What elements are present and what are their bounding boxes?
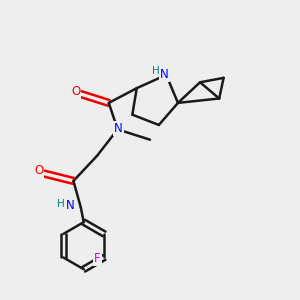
Text: H: H [57, 199, 64, 209]
Text: O: O [71, 85, 80, 98]
Text: N: N [114, 122, 123, 135]
Text: O: O [34, 164, 43, 177]
Text: F: F [94, 252, 101, 266]
Text: N: N [66, 200, 75, 212]
Text: H: H [152, 66, 160, 76]
Text: N: N [160, 68, 169, 81]
